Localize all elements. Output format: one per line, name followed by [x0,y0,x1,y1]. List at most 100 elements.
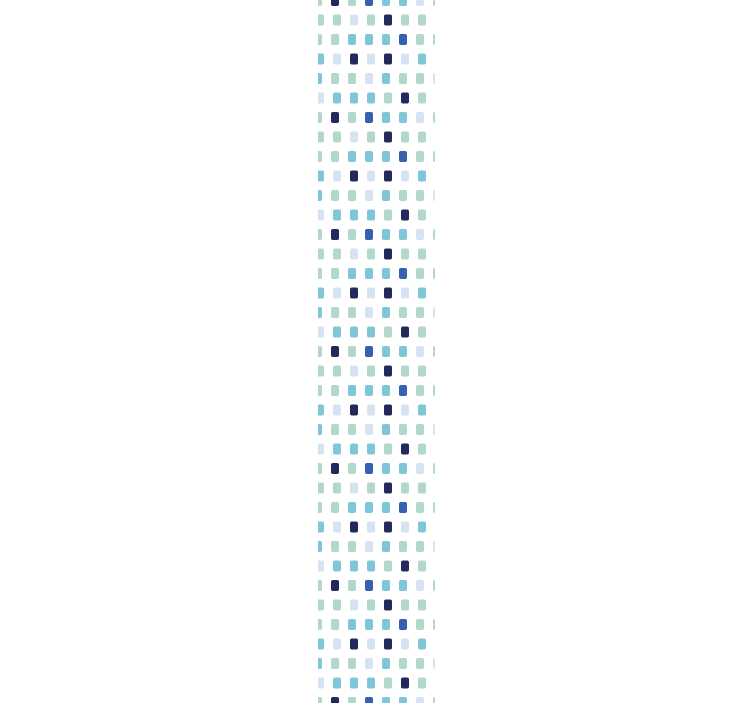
dot [367,365,375,377]
dot [418,92,426,104]
dot [348,463,356,474]
dot [318,424,322,435]
dot [350,326,358,338]
dot [401,287,409,299]
dot [399,112,407,123]
dot [399,424,407,435]
dot [318,34,322,45]
dot [401,638,409,650]
dot [384,326,392,338]
dot [382,658,390,669]
dot [399,541,407,552]
dot [348,268,356,279]
dot [318,248,324,260]
dot [416,34,424,45]
dot [418,638,426,650]
dot [367,638,375,650]
dot [350,248,358,260]
dot [418,482,426,494]
dot [348,580,356,591]
dot [416,307,424,318]
dot [331,580,339,591]
dot [418,365,426,377]
dot [331,268,339,279]
dot [318,677,324,689]
dot [418,521,426,533]
dot [318,502,322,513]
dot [333,404,341,416]
dot [318,307,322,318]
dot [318,268,322,279]
dot [318,170,324,182]
dot [401,326,409,338]
dot [401,404,409,416]
dot [333,92,341,104]
dot [399,229,407,240]
dot [382,502,390,513]
dot [333,131,341,143]
dot [418,404,426,416]
dot [333,482,341,494]
dot [318,638,324,650]
dot [333,209,341,221]
dot [418,599,426,611]
dot [433,619,435,630]
dot [401,365,409,377]
dot [382,385,390,396]
dot [399,268,407,279]
dot [382,580,390,591]
dot [401,14,409,26]
dot [367,92,375,104]
dot [331,34,339,45]
dot [418,248,426,260]
dot [367,53,375,65]
dot [318,190,322,201]
dot [331,151,339,162]
dot [433,0,435,6]
dot [401,92,409,104]
dot [382,346,390,357]
dot [367,131,375,143]
dot [348,73,356,84]
dot [382,229,390,240]
dot [365,268,373,279]
dot [350,14,358,26]
dot [433,463,435,474]
dot [365,619,373,630]
dot [350,521,358,533]
dot [333,14,341,26]
dot [318,0,322,6]
dot [318,209,324,221]
dot [367,170,375,182]
dot [318,92,324,104]
dot [401,131,409,143]
dot [433,151,435,162]
dot [399,385,407,396]
dot [401,560,409,572]
dot [318,619,322,630]
dot [382,463,390,474]
dot [433,229,435,240]
dot [333,443,341,455]
dot [365,151,373,162]
dot [401,482,409,494]
dot [333,287,341,299]
dot [399,34,407,45]
dot [348,0,356,6]
dot [331,541,339,552]
dot [318,385,322,396]
dot [399,151,407,162]
dot [333,365,341,377]
dot [384,521,392,533]
dot [433,34,435,45]
dot [382,697,390,703]
dot [350,170,358,182]
dot [418,287,426,299]
dot [350,599,358,611]
dot [318,14,324,26]
dot [348,658,356,669]
dot [384,638,392,650]
dot [399,307,407,318]
